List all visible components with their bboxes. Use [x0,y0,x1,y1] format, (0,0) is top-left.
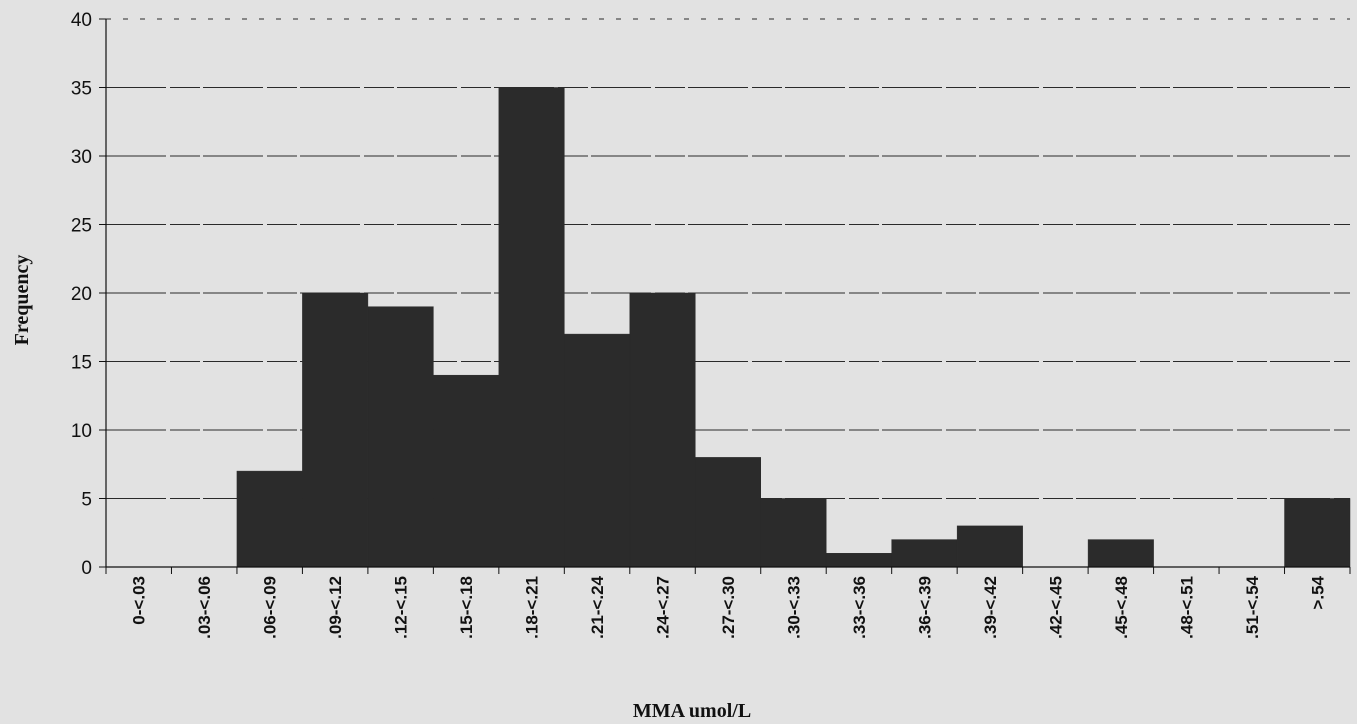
bar-11 [825,553,892,568]
x-tick-label-15: .45-<.48 [1112,576,1131,639]
bar-15 [1087,539,1154,568]
y-tick-label-30: 30 [71,147,92,168]
bar-10 [760,498,827,568]
bar-7 [564,333,631,568]
y-tick-label-5: 5 [81,490,92,511]
y-tick-labels: 0 5 10 15 20 25 30 35 40 [71,10,92,579]
x-tick-label-13: .39-<.42 [981,576,1000,639]
bar-12 [891,539,958,568]
x-tick-label-14: .42-<.45 [1046,576,1065,639]
bar-6 [498,87,565,568]
y-tick-label-20: 20 [71,284,92,305]
y-tick-label-25: 25 [71,216,92,237]
x-tick-label-5: .15-<.18 [457,576,476,639]
bar-18 [1284,498,1351,568]
x-tick-label-10: .30-<.33 [784,576,803,639]
bar-13 [956,525,1023,568]
bar-4 [367,306,434,568]
x-tick-label-3: .09-<.12 [326,576,345,639]
bar-8 [629,292,696,568]
axes [99,18,1351,574]
y-tick-label-35: 35 [71,79,92,100]
x-tick-label-0: 0-<.03 [130,576,149,625]
x-axis-title: MMA umol/L [633,700,751,722]
x-tick-label-12: .36-<.39 [915,576,934,639]
x-tick-label-1: .03-<.06 [195,576,214,639]
x-tick-label-2: .06-<.09 [261,576,280,639]
y-tick-label-40: 40 [71,10,92,31]
x-tick-label-18: >.54 [1308,575,1327,609]
x-tick-label-6: .18-<.21 [523,576,542,639]
bar-9 [695,457,761,568]
y-axis-title: Frequency [11,255,33,346]
x-tick-label-9: .27-<.30 [719,576,738,639]
x-tick-label-16: .48-<.51 [1177,576,1196,639]
bars [236,87,1351,568]
x-tick-label-4: .12-<.15 [392,576,411,639]
bar-5 [433,374,500,568]
gridlines [106,18,1350,499]
bar-3 [302,292,369,568]
x-tick-label-7: .21-<.24 [588,575,607,638]
x-tick-label-11: .33-<.36 [850,576,869,639]
x-tick-labels: 0-<.03 .03-<.06 .06-<.09 .09-<.12 .12-<.15 .1… [130,575,1328,638]
y-tick-label-15: 15 [71,353,92,374]
x-tick-label-8: .24-<.27 [654,576,673,639]
y-tick-label-0: 0 [81,558,92,579]
y-tick-label-10: 10 [71,421,92,442]
x-tick-label-17: .51-<.54 [1243,575,1262,638]
bar-2 [236,470,303,568]
